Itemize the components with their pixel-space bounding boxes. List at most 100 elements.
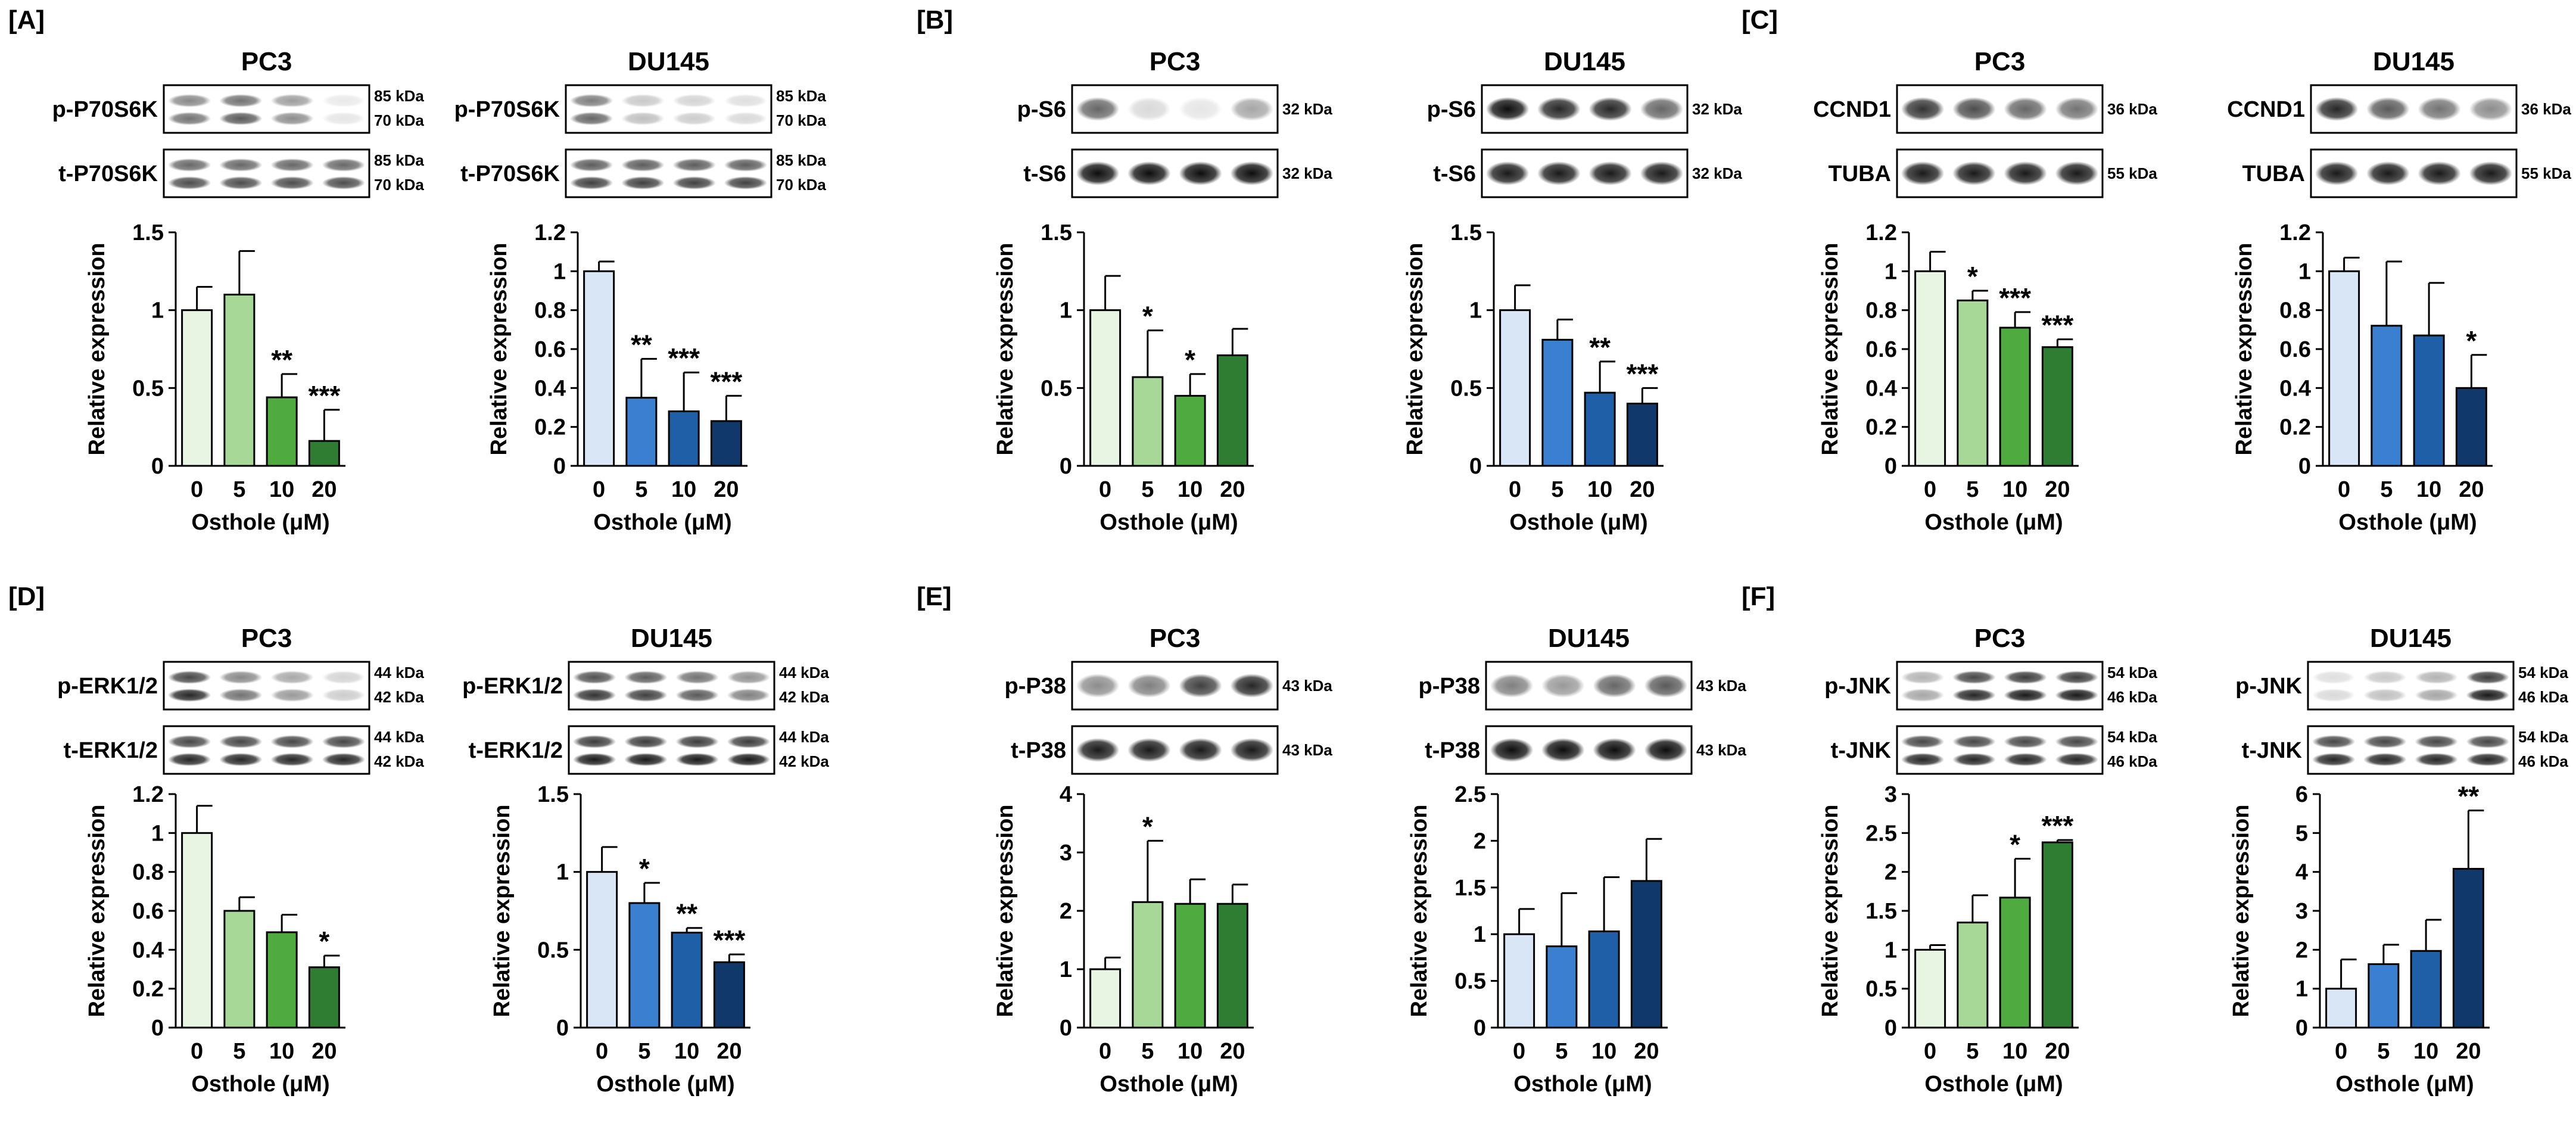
bar [181, 832, 213, 1029]
y-axis-title: Relative expression [490, 805, 515, 1017]
blot-band [1541, 738, 1585, 762]
blot-band [1127, 161, 1171, 185]
y-axis-title: Relative expression [85, 243, 110, 456]
blot-band [1644, 674, 1688, 698]
x-axis-title: Osthole (μM) [1099, 1072, 1238, 1097]
panel-label: [F] [1742, 582, 1775, 611]
x-tick-label: 0 [1513, 1039, 1525, 1064]
blot-protein-label: p-S6 [1017, 97, 1066, 122]
x-tick-label: 10 [269, 477, 294, 502]
blot-band [2466, 689, 2510, 702]
x-tick-label: 5 [233, 477, 245, 502]
blot-band [569, 176, 613, 189]
blot-protein-label: CCND1 [2227, 97, 2305, 122]
blot-band [2469, 161, 2513, 185]
blot-band [2055, 753, 2099, 766]
blot-protein-label: p-JNK [2235, 674, 2302, 699]
bar [1546, 945, 1578, 1029]
bar [266, 396, 298, 467]
blot-band [270, 94, 314, 107]
kda-label: 70 kDa [374, 111, 424, 129]
blot-band [1901, 753, 1945, 766]
blot-band [322, 735, 366, 748]
blot-band [2466, 753, 2510, 766]
y-axis-title: Relative expression [2232, 243, 2257, 456]
blot-band [2055, 97, 2099, 121]
y-tick-label: 2.5 [1865, 821, 1897, 846]
y-tick-label: 0.5 [537, 938, 569, 963]
x-tick-label: 0 [1924, 477, 1936, 502]
significance-label: * [319, 926, 329, 957]
blot-band [219, 671, 263, 684]
y-tick-label: 0.4 [1865, 376, 1897, 401]
cell-line-title: DU145 [628, 47, 709, 76]
blot-band [2004, 753, 2047, 766]
x-tick-label: 20 [1220, 477, 1245, 502]
blot-band [2004, 735, 2047, 748]
blot-band [572, 753, 616, 766]
blot-band [2469, 97, 2513, 121]
x-axis-title: Osthole (μM) [1924, 510, 2063, 535]
bar [308, 966, 340, 1029]
y-tick-label: 2 [2295, 938, 2308, 963]
x-tick-label: 10 [1178, 1039, 1203, 1064]
bar [2328, 270, 2360, 467]
y-tick-label: 0.8 [1865, 298, 1897, 323]
blot-band [1537, 97, 1581, 121]
blot-band [672, 94, 716, 107]
blot-strip [565, 148, 773, 198]
x-tick-label: 20 [2459, 477, 2484, 502]
blot-band [322, 689, 366, 702]
blot-band [2415, 735, 2458, 748]
blot-band [219, 176, 263, 189]
y-axis-title: Relative expression [1407, 805, 1432, 1017]
significance-label: * [1142, 301, 1153, 332]
cell-line-title: DU145 [2373, 47, 2454, 76]
chart-B-du145: DU145 p-S6 32 kDa t-S6 32 kDa 0 0.5 1 1.5 Relativ… [1403, 47, 1742, 535]
blot-band [2366, 161, 2410, 185]
blot-band [1127, 738, 1171, 762]
blot-strip [163, 148, 370, 198]
blot-band [167, 112, 211, 125]
kda-label: 32 kDa [1692, 100, 1742, 118]
kda-label: 44 kDa [374, 728, 424, 746]
kda-label: 85 kDa [776, 151, 826, 169]
significance-label: * [2010, 829, 2020, 860]
blot-band [1485, 97, 1530, 121]
blot-band [2418, 97, 2461, 121]
blot-protein-label: t-P38 [1425, 738, 1480, 763]
bar [181, 309, 213, 467]
kda-label: 46 kDa [2107, 688, 2157, 706]
kda-label: 46 kDa [2518, 688, 2568, 706]
x-axis-title: Osthole (μM) [1513, 1072, 1652, 1097]
x-tick-label: 5 [635, 477, 647, 502]
cell-line-title: PC3 [241, 47, 292, 76]
x-tick-label: 0 [191, 477, 203, 502]
x-tick-label: 20 [2456, 1039, 2481, 1064]
blot-band [1640, 97, 1684, 121]
x-tick-label: 20 [2045, 1039, 2070, 1064]
y-tick-label: 0 [1474, 1016, 1486, 1041]
kda-label: 32 kDa [1692, 164, 1742, 182]
bar [2452, 867, 2484, 1029]
x-tick-label: 10 [2002, 1039, 2027, 1064]
chart-A-du145: DU145 p-P70S6K 85 kDa 70 kDa t-P70S6K 85 kDa 7… [454, 47, 827, 535]
blot-band [1179, 738, 1222, 762]
y-tick-label: 0.5 [1865, 977, 1897, 1002]
x-tick-label: 20 [312, 1039, 337, 1064]
y-tick-label: 4 [1060, 782, 1072, 807]
x-axis-title: Osthole (μM) [191, 510, 329, 535]
y-tick-label: 0 [1060, 454, 1072, 479]
bar [628, 902, 661, 1029]
y-tick-label: 2 [1885, 860, 1897, 885]
blot-band [724, 158, 768, 172]
bar [1174, 903, 1206, 1029]
blot-band [1588, 161, 1632, 185]
y-tick-label: 0.5 [1450, 376, 1482, 401]
x-tick-label: 5 [1966, 1039, 1979, 1064]
y-axis-title: Relative expression [85, 805, 110, 1017]
blot-protein-label: t-S6 [1023, 161, 1066, 186]
y-axis-title: Relative expression [1818, 805, 1843, 1017]
bar [1626, 402, 1658, 467]
kda-label: 36 kDa [2107, 100, 2157, 118]
